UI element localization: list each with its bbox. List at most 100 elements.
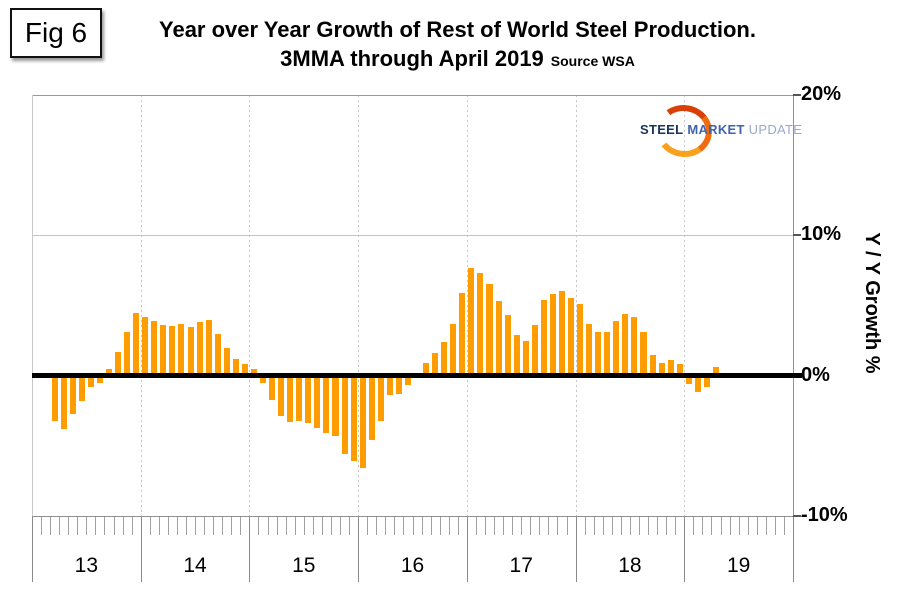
- bar-2016-09: [432, 353, 439, 376]
- month-tick: [756, 517, 758, 535]
- month-tick: [702, 517, 704, 535]
- month-tick: [475, 517, 477, 535]
- bar-2018-09: [649, 354, 656, 376]
- y-tick: [793, 515, 801, 517]
- y-tick-label: 10%: [801, 223, 842, 246]
- month-tick: [367, 517, 369, 535]
- month-tick: [167, 517, 169, 535]
- bar-2018-03: [595, 332, 602, 376]
- figure-number-box: Fig 6: [10, 8, 102, 58]
- month-tick: [421, 517, 423, 535]
- bar-2018-07: [631, 316, 638, 376]
- x-axis-line: [32, 516, 802, 517]
- bar-2014-01: [142, 316, 149, 376]
- month-tick: [711, 517, 713, 535]
- bar-2017-04: [495, 301, 502, 376]
- bar-2014-03: [160, 325, 167, 376]
- year-separator: [684, 517, 686, 582]
- month-tick: [638, 517, 640, 535]
- month-tick: [77, 517, 79, 535]
- month-tick: [648, 517, 650, 535]
- month-tick: [738, 517, 740, 535]
- month-tick: [503, 517, 505, 535]
- bar-2017-11: [558, 291, 565, 376]
- month-tick: [330, 517, 332, 535]
- month-tick: [68, 517, 70, 535]
- h-gridline: [32, 235, 793, 237]
- bar-2013-06: [78, 375, 85, 401]
- bar-2015-06: [296, 375, 303, 421]
- month-tick: [59, 517, 61, 535]
- month-tick: [131, 517, 133, 535]
- bar-2015-08: [314, 375, 321, 428]
- bar-2019-04: [712, 367, 719, 376]
- x-axis-year-label: 18: [618, 554, 642, 577]
- year-gridline: [140, 95, 142, 516]
- bar-2016-12: [459, 292, 466, 376]
- month-tick: [548, 517, 550, 535]
- month-tick: [41, 517, 43, 535]
- logo-word-steel: STEEL: [640, 122, 684, 137]
- bar-2017-01: [468, 267, 475, 376]
- bar-2013-03: [51, 375, 58, 421]
- bar-2015-10: [332, 375, 339, 436]
- month-tick: [657, 517, 659, 535]
- month-tick: [240, 517, 242, 535]
- bar-2019-02: [694, 375, 701, 393]
- bar-2016-04: [386, 375, 393, 396]
- year-separator: [140, 517, 142, 582]
- month-tick: [95, 517, 97, 535]
- bar-2018-10: [658, 363, 665, 376]
- bar-2018-01: [577, 304, 584, 376]
- month-tick: [783, 517, 785, 535]
- plot-border-left: [32, 95, 33, 516]
- month-tick: [430, 517, 432, 535]
- month-tick: [611, 517, 613, 535]
- month-tick: [629, 517, 631, 535]
- month-tick: [521, 517, 523, 535]
- month-tick: [620, 517, 622, 535]
- bar-2018-02: [586, 323, 593, 376]
- x-axis-year-label: 16: [400, 554, 425, 577]
- bar-2014-12: [241, 364, 248, 376]
- chart-title-line2: 3MMA through April 2019 Source WSA: [105, 44, 810, 76]
- month-tick: [439, 517, 441, 535]
- figure-number-label: Fig 6: [24, 17, 88, 48]
- year-gridline: [466, 95, 468, 516]
- bar-2018-04: [604, 332, 611, 376]
- bar-2014-10: [223, 347, 230, 376]
- month-tick: [412, 517, 414, 535]
- bar-2015-11: [341, 375, 348, 455]
- month-tick: [566, 517, 568, 535]
- bar-2017-03: [486, 284, 493, 376]
- bar-2015-07: [305, 375, 312, 424]
- x-axis-year-label: 17: [509, 554, 533, 577]
- month-tick: [403, 517, 405, 535]
- bar-2017-07: [522, 340, 529, 376]
- bar-2018-11: [667, 360, 674, 376]
- month-tick: [285, 517, 287, 535]
- month-tick: [104, 517, 106, 535]
- month-tick: [321, 517, 323, 535]
- month-tick: [149, 517, 151, 535]
- bar-2014-05: [178, 324, 185, 376]
- bar-2018-05: [613, 320, 620, 376]
- bar-2016-01: [359, 375, 366, 469]
- month-tick: [720, 517, 722, 535]
- chart-title-line1: Year over Year Growth of Rest of World S…: [159, 17, 756, 42]
- bar-2014-11: [232, 358, 239, 376]
- logo-word-market: MARKET: [687, 122, 745, 137]
- month-tick: [258, 517, 260, 535]
- month-tick: [774, 517, 776, 535]
- x-axis-year-label: 13: [74, 554, 99, 577]
- bar-2017-08: [531, 325, 538, 376]
- month-tick: [294, 517, 296, 535]
- year-separator: [249, 517, 251, 582]
- month-tick: [666, 517, 668, 535]
- month-tick: [204, 517, 206, 535]
- bar-2019-03: [703, 375, 710, 387]
- year-separator: [32, 517, 33, 582]
- month-tick: [222, 517, 224, 535]
- month-tick: [158, 517, 160, 535]
